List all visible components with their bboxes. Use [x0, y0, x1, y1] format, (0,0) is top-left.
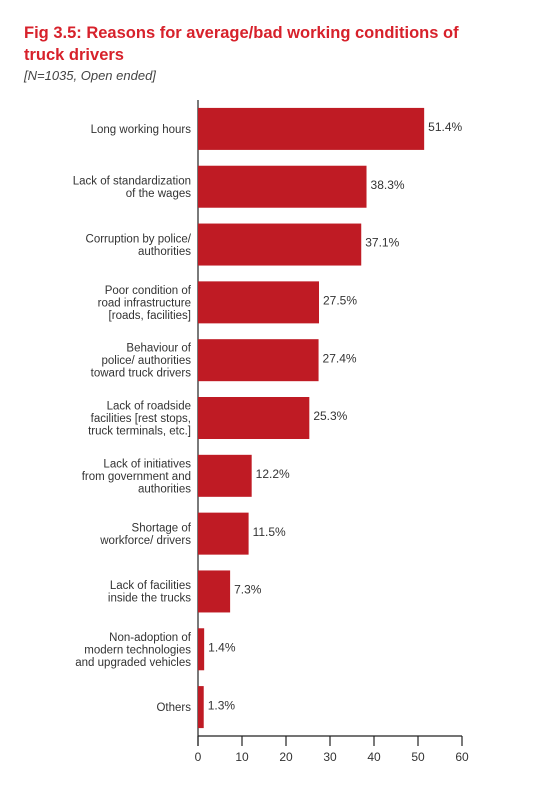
x-tick-label: 50: [411, 750, 425, 764]
bar: [198, 570, 231, 613]
value-label: 11.5%: [253, 525, 286, 539]
value-label: 25.3%: [313, 409, 347, 423]
category-label: Others: [156, 702, 191, 714]
bar: [198, 165, 367, 208]
bar: [198, 223, 362, 266]
x-tick-label: 10: [235, 750, 249, 764]
chart-title: Fig 3.5: Reasons for average/bad working…: [24, 24, 459, 64]
category-label: Poor condition of road infrastructure [roa…: [98, 285, 192, 322]
value-label: 27.5%: [323, 294, 357, 308]
category-label: Lack of standardization of the wages: [73, 176, 192, 201]
bar: [198, 397, 310, 439]
x-tick-label: 30: [323, 750, 337, 764]
category-label: Shortage of workforce/ drivers: [99, 522, 192, 547]
bar: [198, 454, 252, 497]
bar: [198, 281, 319, 324]
x-tick-label: 60: [455, 750, 469, 764]
bar: [198, 512, 249, 555]
value-label: 1.3%: [208, 698, 236, 712]
category-label: Lack of facilities inside the trucks: [108, 580, 191, 605]
category-label: Long working hours: [91, 124, 192, 136]
x-tick-label: 0: [195, 750, 202, 764]
bar: [198, 107, 425, 150]
bar: [198, 339, 319, 382]
value-label: 1.4%: [208, 640, 236, 654]
value-label: 38.3%: [371, 178, 405, 192]
category-label: Corruption by police/authorities: [86, 233, 192, 257]
category-label: Behaviour of police/ authorities toward tr…: [91, 343, 192, 380]
category-label: Lack of roadside facilities [rest stops, t…: [88, 401, 191, 438]
category-label: Non-adoption of modern technologies and up…: [75, 632, 192, 669]
value-label: 12.2%: [256, 467, 290, 481]
chart-subtitle: [N=1035, Open ended]: [24, 68, 156, 83]
bar: [198, 628, 205, 671]
value-label: 51.4%: [428, 120, 462, 134]
value-label: 37.1%: [365, 236, 399, 250]
x-tick-label: 40: [367, 750, 381, 764]
value-label: 27.4%: [323, 351, 357, 365]
x-tick-label: 20: [279, 750, 293, 764]
category-label: Lack of initiatives from government and au…: [82, 458, 192, 495]
bar: [198, 686, 204, 729]
value-label: 7.3%: [234, 583, 262, 597]
